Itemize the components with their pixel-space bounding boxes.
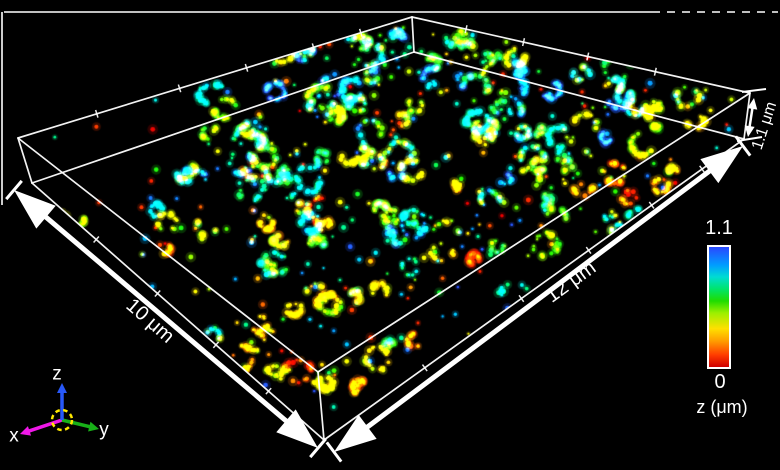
colorbar-max-label: 1.1 <box>705 217 733 239</box>
scale-tick-marks <box>93 25 705 395</box>
colorbar-title: z (μm) <box>696 397 748 417</box>
triad-x-label: x <box>9 425 19 447</box>
z-axis-arrow <box>57 383 67 420</box>
orientation-triad <box>20 383 99 436</box>
box-wireframe <box>17 16 751 441</box>
colorbar-min-label: 0 <box>714 371 726 393</box>
z-colorbar <box>707 245 731 369</box>
viewport-frame <box>1 11 778 205</box>
y-axis-arrow <box>61 418 99 432</box>
dimension-arrows <box>5 88 767 463</box>
origin-ring <box>50 408 74 432</box>
triad-y-label: y <box>99 419 109 441</box>
x-axis-arrow <box>20 418 63 436</box>
triad-z-label: z <box>52 363 62 385</box>
